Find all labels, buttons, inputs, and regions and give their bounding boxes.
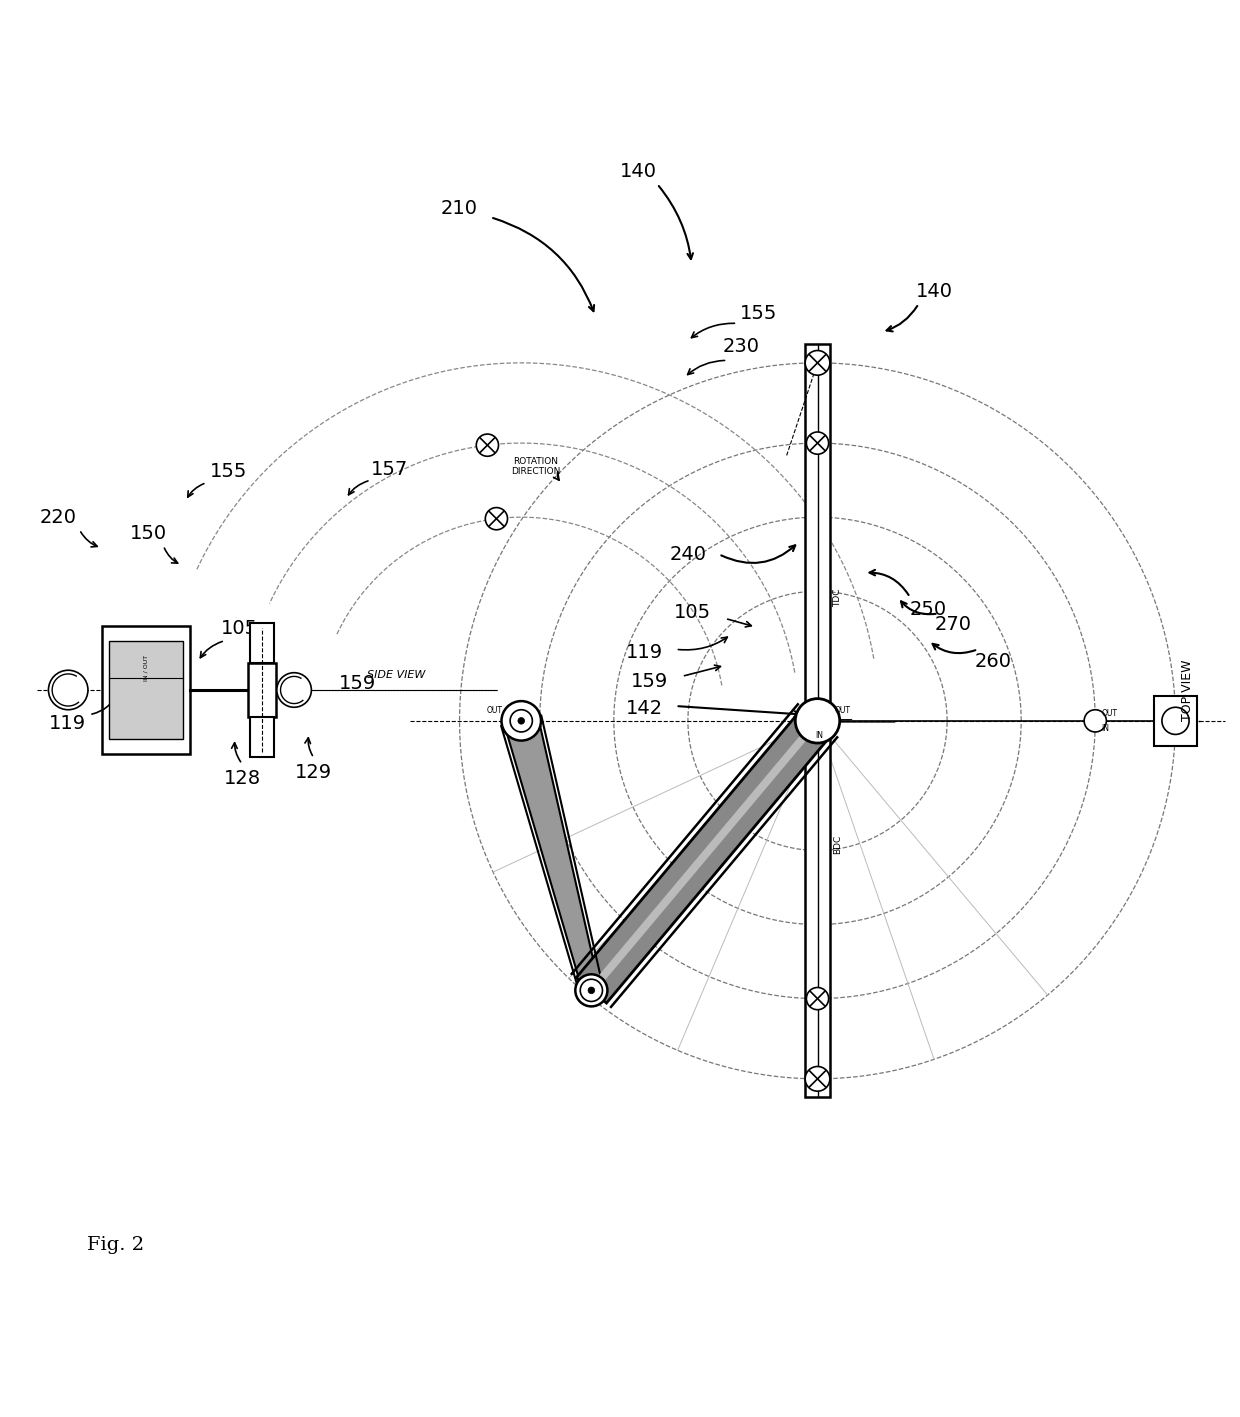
Text: 240: 240: [670, 544, 707, 564]
Circle shape: [1084, 710, 1106, 733]
Circle shape: [485, 507, 507, 530]
Text: 105: 105: [675, 602, 712, 622]
Text: OUT: OUT: [835, 707, 851, 716]
Circle shape: [795, 699, 839, 743]
Circle shape: [580, 979, 603, 1002]
Circle shape: [48, 670, 88, 710]
Circle shape: [501, 701, 541, 741]
Text: 250: 250: [910, 601, 947, 619]
Text: OUT: OUT: [486, 707, 502, 716]
FancyBboxPatch shape: [805, 344, 830, 1097]
Text: Fig. 2: Fig. 2: [87, 1237, 144, 1254]
Circle shape: [588, 988, 595, 993]
FancyBboxPatch shape: [249, 623, 274, 663]
Text: SIDE VIEW: SIDE VIEW: [367, 670, 425, 680]
Text: 270: 270: [935, 615, 972, 633]
Text: 128: 128: [223, 769, 260, 788]
Circle shape: [476, 434, 498, 456]
Text: OUT: OUT: [1101, 708, 1117, 718]
Polygon shape: [505, 717, 600, 992]
Text: 159: 159: [631, 672, 668, 691]
Text: 260: 260: [975, 652, 1012, 672]
Circle shape: [277, 673, 311, 707]
Text: 210: 210: [441, 198, 479, 218]
Circle shape: [806, 432, 828, 455]
Circle shape: [805, 1067, 830, 1091]
Text: TOP VIEW: TOP VIEW: [1182, 659, 1194, 721]
FancyBboxPatch shape: [1154, 696, 1197, 745]
Polygon shape: [577, 708, 832, 1003]
Text: TDC: TDC: [833, 588, 842, 606]
Circle shape: [575, 975, 608, 1006]
Text: IN / OUT: IN / OUT: [144, 655, 149, 680]
Circle shape: [1162, 707, 1189, 734]
Text: 155: 155: [210, 462, 247, 480]
Text: 129: 129: [295, 764, 332, 782]
FancyBboxPatch shape: [248, 663, 275, 717]
Text: IN: IN: [815, 731, 823, 740]
Text: 230: 230: [723, 337, 759, 356]
FancyBboxPatch shape: [102, 626, 191, 754]
Text: 105: 105: [221, 619, 258, 638]
Text: 155: 155: [739, 305, 777, 323]
Circle shape: [518, 717, 525, 724]
FancyBboxPatch shape: [109, 640, 184, 740]
Text: ROTATION
DIRECTION: ROTATION DIRECTION: [511, 456, 560, 476]
Text: 159: 159: [339, 674, 376, 693]
Text: 157: 157: [371, 459, 408, 479]
Text: 150: 150: [130, 524, 167, 543]
Text: 119: 119: [626, 643, 663, 663]
Circle shape: [805, 350, 830, 376]
FancyBboxPatch shape: [249, 717, 274, 757]
Text: BDC: BDC: [833, 835, 842, 854]
Circle shape: [510, 710, 532, 733]
Text: IN: IN: [1101, 724, 1110, 733]
Text: 142: 142: [626, 699, 663, 718]
Text: 220: 220: [40, 507, 77, 527]
Circle shape: [806, 988, 828, 1010]
Text: 140: 140: [916, 282, 954, 300]
Text: 140: 140: [620, 162, 657, 181]
Text: 119: 119: [48, 714, 86, 733]
Polygon shape: [588, 718, 821, 993]
